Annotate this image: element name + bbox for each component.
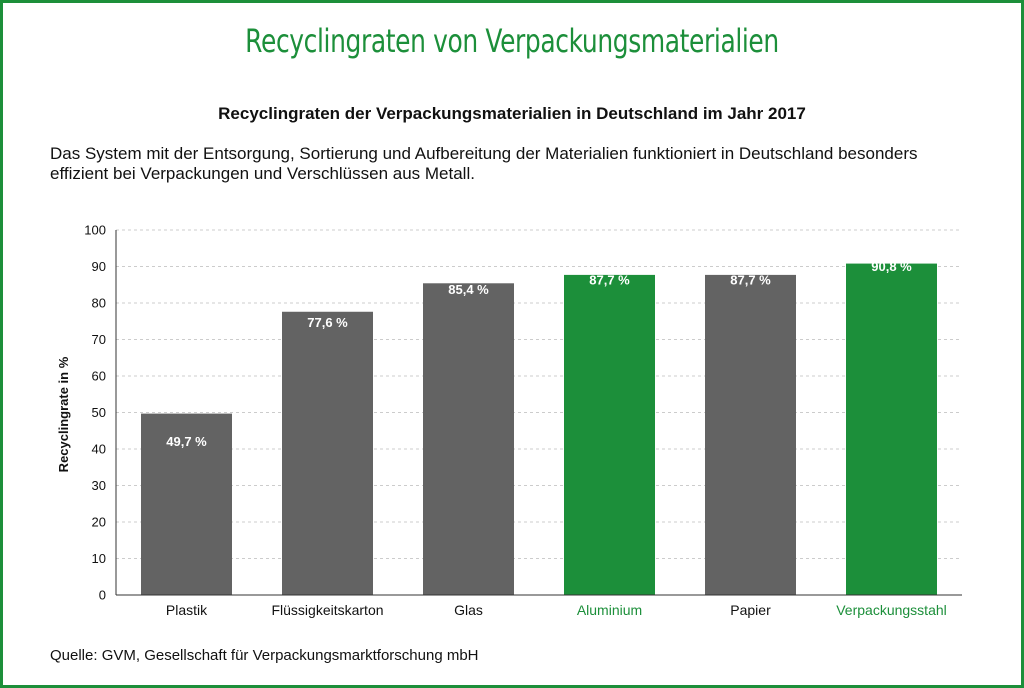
- category-label: Verpackungsstahl: [836, 602, 947, 618]
- y-axis-label: Recyclingrate in %: [56, 356, 71, 472]
- category-label: Aluminium: [577, 602, 642, 618]
- y-tick-label: 80: [92, 296, 106, 311]
- category-label: Flüssigkeitskarton: [271, 602, 383, 618]
- bar-value-label: 85,4 %: [448, 282, 489, 297]
- bar: [282, 311, 373, 595]
- y-tick-label: 30: [92, 478, 106, 493]
- bar-value-label: 90,8 %: [871, 259, 912, 274]
- y-tick-label: 100: [84, 223, 106, 238]
- bar-value-label: 87,7 %: [730, 272, 771, 287]
- page-headline: Recyclingraten von Verpackungsmaterialie…: [245, 22, 779, 60]
- category-label: Papier: [730, 602, 771, 618]
- category-label: Glas: [454, 602, 483, 618]
- chart-description: Das System mit der Entsorgung, Sortierun…: [50, 144, 918, 183]
- data-labels: 49,7 % 77,6 % 85,4 % 87,7 % 87,7 % 90,8 %: [166, 259, 912, 449]
- source-note: Quelle: GVM, Gesellschaft für Verpackung…: [50, 647, 479, 664]
- bars: [141, 263, 937, 595]
- y-tick-label: 70: [92, 332, 106, 347]
- y-tick-label: 20: [92, 515, 106, 530]
- bar: [705, 274, 796, 595]
- category-label: Plastik: [166, 602, 208, 618]
- y-tick-label: 50: [92, 405, 106, 420]
- x-axis-categories: Plastik Flüssigkeitskarton Glas Aluminium Pa…: [166, 602, 947, 618]
- y-tick-label: 90: [92, 259, 106, 274]
- y-tick-label: 10: [92, 551, 106, 566]
- bar-value-label: 77,6 %: [307, 315, 348, 330]
- bar: [564, 274, 655, 595]
- y-tick-label: 0: [99, 588, 106, 603]
- bar: [141, 413, 232, 595]
- y-axis-ticks: 0 10 20 30 40 50 60 70 80 90 100: [84, 223, 106, 603]
- bar-value-label: 49,7 %: [166, 434, 207, 449]
- bar: [423, 283, 514, 595]
- bar-value-label: 87,7 %: [589, 272, 630, 287]
- y-tick-label: 60: [92, 369, 106, 384]
- y-tick-label: 40: [92, 442, 106, 457]
- bar: [846, 263, 937, 595]
- chart-title: Recyclingraten der Verpackungsmaterialie…: [218, 104, 806, 123]
- gridlines: [116, 229, 962, 559]
